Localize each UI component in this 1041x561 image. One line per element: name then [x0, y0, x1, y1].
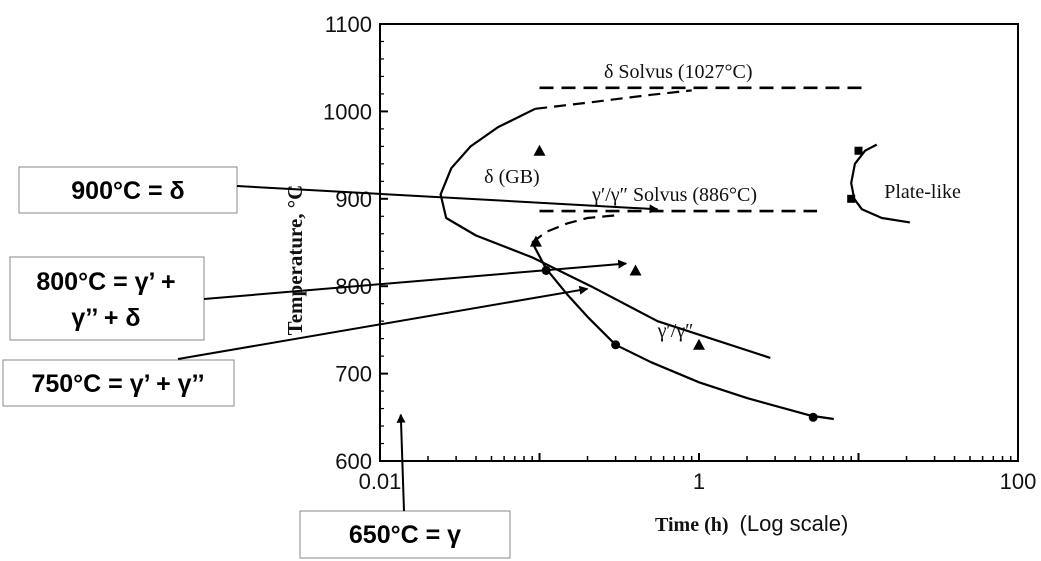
annotation-arrow-800 [203, 259, 628, 300]
plot-frame [379, 23, 1019, 462]
annotation-box-800 [9, 256, 205, 341]
curve-2 [531, 241, 834, 421]
y-tick-label-1100: 1100 [325, 12, 372, 37]
y-tick-label-700: 700 [335, 362, 372, 387]
annotation-box-900 [18, 166, 238, 214]
square-marker [847, 194, 856, 203]
y-tick-label-1000: 1000 [323, 99, 372, 124]
x-axis-label-note: (Log scale) [740, 511, 849, 536]
annotation-650: 650°C = γ [299, 510, 511, 559]
annotation-text-800-line1: 800°C = γ’ + [36, 268, 175, 296]
solvus-label-0: δ Solvus (1027°C) [604, 61, 753, 83]
x-tick-label-0.01: 0.01 [359, 469, 402, 494]
x-tick-label-1: 1 [693, 469, 705, 494]
circle-marker [808, 412, 818, 422]
curve-4 [850, 143, 911, 224]
plot-label-0: δ (GB) [484, 166, 540, 188]
triangle-marker [529, 235, 542, 247]
circle-marker [611, 340, 621, 350]
annotation-box-650 [299, 510, 511, 559]
annotation-900: 900°C = δ [18, 166, 238, 214]
solvus-label-1: γ′/γ″ Solvus (886°C) [591, 184, 757, 206]
annotation-arrow-650 [396, 413, 406, 512]
triangle-marker [629, 264, 642, 276]
annotation-arrow-900 [236, 185, 659, 214]
curve-1 [535, 89, 692, 110]
annotation-text-750: 750°C = γ’ + γ’’ [31, 370, 204, 398]
annotation-750: 750°C = γ’ + γ’’ [2, 359, 235, 407]
y-axis-label: Temperature, °C [283, 185, 307, 336]
triangle-marker [693, 338, 705, 350]
annotation-text-650: 650°C = γ [349, 521, 461, 549]
plot-label-2: γ′/γ″ [657, 320, 694, 342]
curve-0 [439, 107, 771, 359]
triangle-marker [533, 144, 546, 156]
curve-3 [531, 214, 616, 244]
annotation-text-900: 900°C = δ [71, 177, 184, 205]
x-axis-label: Time (h) (Log scale) [655, 511, 848, 536]
plot-label-1: Plate-like [884, 181, 961, 203]
x-tick-label-100: 100 [1000, 469, 1037, 494]
y-tick-label-600: 600 [335, 449, 372, 474]
x-axis-label-bold: Time (h) [655, 514, 729, 536]
annotation-arrow-750 [177, 285, 589, 360]
y-tick-label-900: 900 [335, 187, 372, 212]
annotation-text-800-line2: γ’’ + δ [71, 304, 140, 332]
annotation-box-750 [2, 359, 235, 407]
annotation-800: 800°C = γ’ + γ’’ + δ [9, 256, 205, 341]
square-marker [854, 146, 863, 155]
